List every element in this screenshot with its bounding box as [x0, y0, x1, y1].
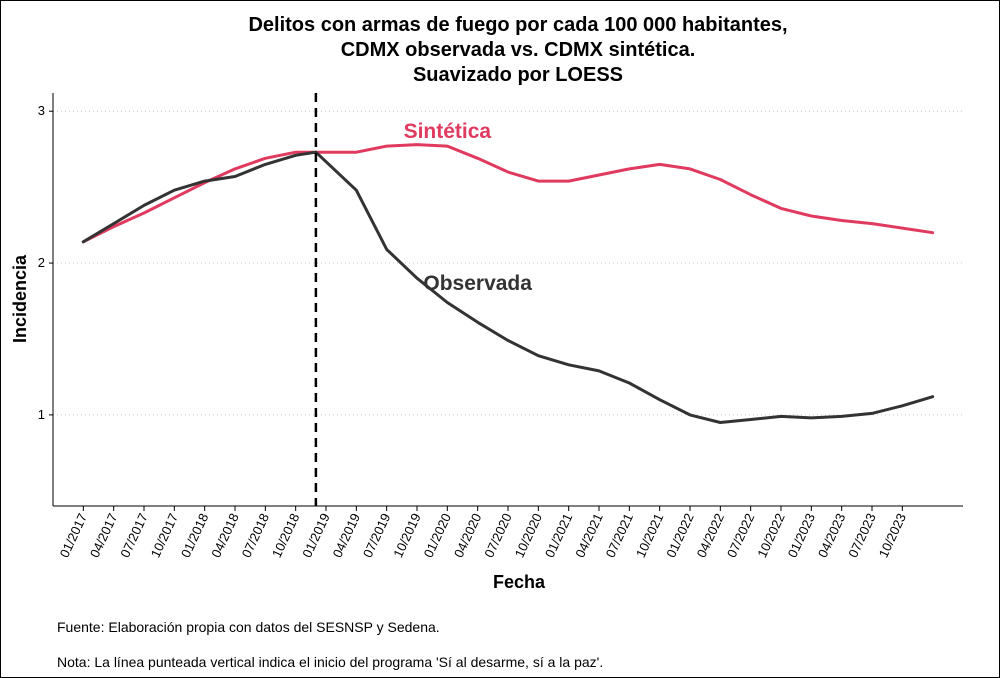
x-tick-label: 07/2021 — [603, 511, 636, 560]
x-tick-label: 07/2018 — [239, 511, 272, 560]
x-tick-label: 01/2017 — [57, 511, 90, 560]
x-tick-label: 01/2021 — [542, 511, 575, 560]
program-note: Nota: La línea punteada vertical indica … — [57, 654, 604, 670]
series-label-0: Sintética — [404, 120, 492, 143]
series-lines — [81, 143, 935, 424]
y-tick-label: 3 — [38, 103, 45, 118]
x-tick-label: 04/2023 — [815, 511, 848, 560]
x-tick-label: 07/2019 — [360, 511, 393, 560]
x-tick-label: 04/2020 — [451, 511, 484, 560]
x-tick-label: 01/2022 — [663, 511, 696, 560]
x-tick-label: 10/2021 — [633, 511, 666, 560]
y-ticks: 1 2 3 — [38, 103, 53, 422]
x-tick-label: 07/2020 — [481, 511, 514, 560]
chart-title: Delitos con armas de fuego por cada 100 … — [248, 14, 787, 86]
series-labels: Sintética Observada — [404, 120, 533, 295]
x-tick-label: 01/2018 — [178, 511, 211, 560]
y-tick-label: 1 — [38, 407, 45, 422]
x-tick-label: 10/2023 — [876, 511, 909, 560]
series-label-1: Observada — [423, 272, 532, 295]
x-tick-label: 04/2018 — [208, 511, 241, 560]
source-note: Fuente: Elaboración propia con datos del… — [57, 619, 440, 635]
chart-title-line-3: Suavizado por LOESS — [413, 64, 623, 86]
x-tick-label: 07/2017 — [117, 511, 150, 560]
x-tick-label: 10/2017 — [148, 511, 181, 560]
x-tick-label: 10/2018 — [269, 511, 302, 560]
grid-lines — [53, 110, 963, 416]
y-tick-label: 2 — [38, 255, 45, 270]
x-tick-label: 04/2021 — [572, 511, 605, 560]
series-line-1 — [81, 150, 935, 424]
x-tick-label: 04/2017 — [87, 511, 120, 560]
x-tick-label: 07/2022 — [724, 511, 757, 560]
x-tick-label: 01/2019 — [299, 511, 332, 560]
x-tick-label: 04/2019 — [330, 511, 363, 560]
chart-title-line-2: CDMX observada vs. CDMX sintética. — [341, 39, 696, 61]
x-tick-label: 10/2022 — [754, 511, 787, 560]
x-tick-label: 04/2022 — [694, 511, 727, 560]
x-tick-label: 01/2023 — [785, 511, 818, 560]
series-line-0 — [81, 143, 935, 244]
x-tick-label: 07/2023 — [845, 511, 878, 560]
chart-title-line-1: Delitos con armas de fuego por cada 100 … — [248, 14, 787, 36]
x-tick-label: 10/2020 — [512, 511, 545, 560]
x-tick-label: 01/2020 — [421, 511, 454, 560]
x-ticks: 01/201704/201707/201710/201701/201804/20… — [57, 506, 909, 560]
axes — [52, 93, 963, 507]
x-tick-label: 10/2019 — [390, 511, 423, 560]
x-axis-title: Fecha — [493, 572, 546, 592]
y-axis-title: Incidencia — [10, 254, 30, 343]
